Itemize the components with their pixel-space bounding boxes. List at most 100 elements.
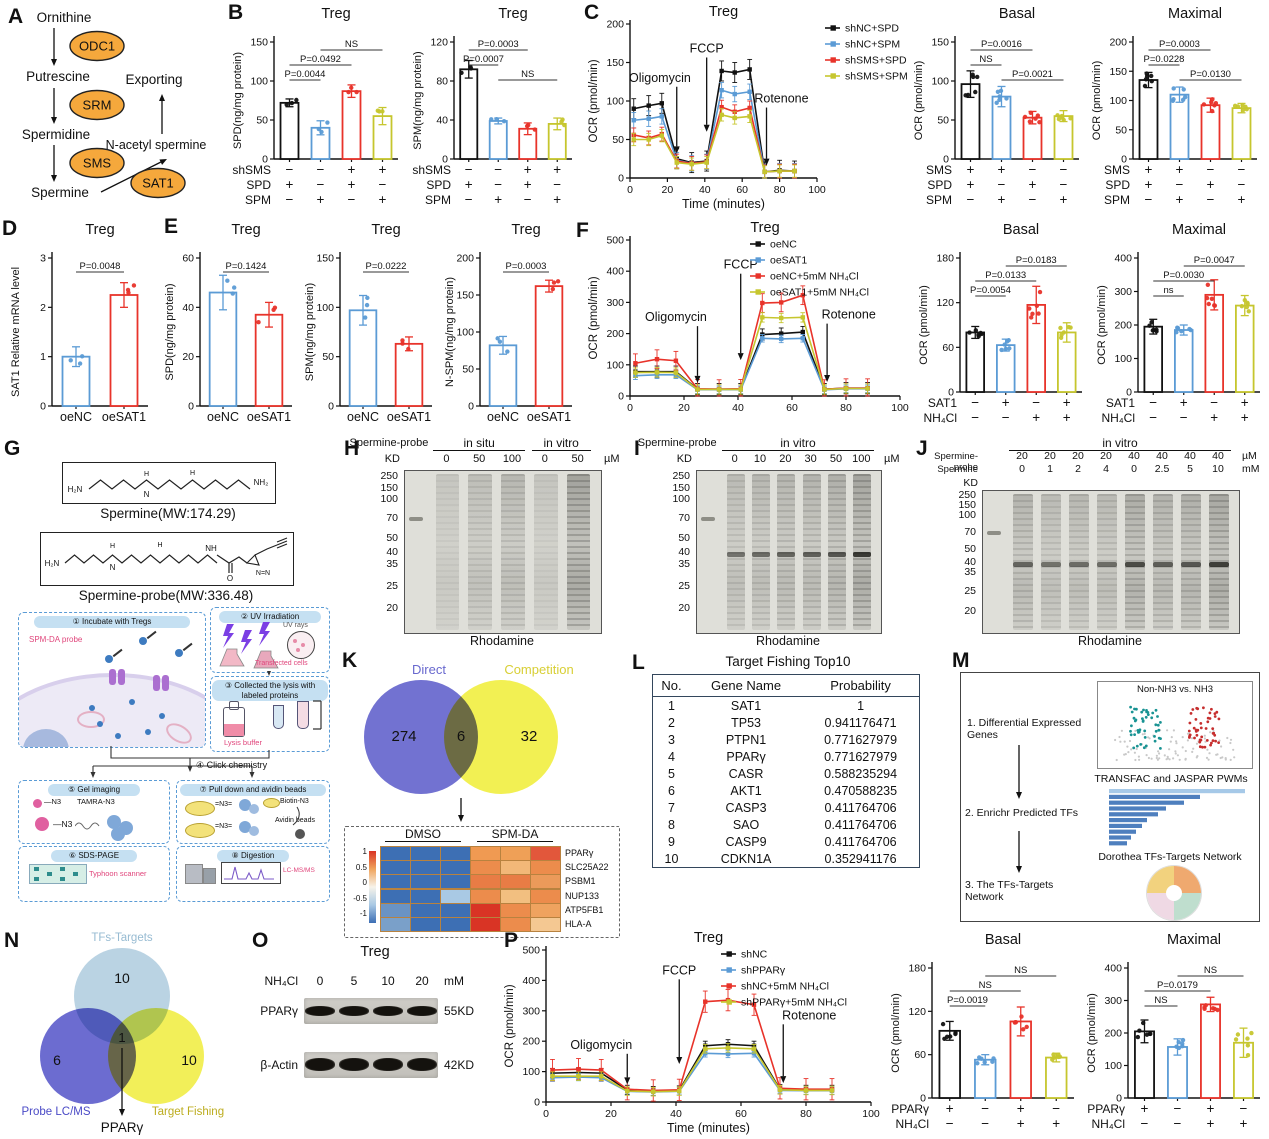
panel-C-basal: Basal 0 50 100 150 OCR (pmol/min) P=0.0021 NS P=…	[909, 2, 1087, 214]
svg-text:Treg: Treg	[498, 6, 527, 22]
venn-competition-count: 32	[520, 728, 538, 745]
sample-tube	[273, 705, 284, 729]
table-row: 3 PTPN1 0.771627979	[653, 731, 920, 748]
gel-kd-label: KD	[963, 477, 978, 489]
svg-text:Maximal: Maximal	[1167, 932, 1221, 948]
svg-text:Treg: Treg	[694, 930, 723, 946]
table-row: 6 AKT1 0.470588235	[653, 782, 920, 799]
gel-lane	[751, 474, 771, 630]
gel-marker-kd: 40	[678, 546, 690, 558]
gel-marker-kd: 250	[958, 489, 976, 501]
svg-text:−: −	[998, 177, 1006, 192]
svg-text:20: 20	[605, 1108, 617, 1120]
svg-text:200: 200	[606, 19, 624, 31]
svg-text:100: 100	[862, 1108, 880, 1120]
svg-text:P=0.0133: P=0.0133	[985, 270, 1026, 281]
svg-text:200: 200	[1104, 1028, 1122, 1040]
maximal-bar-chart-c: Maximal 0 50 100 150 200 OCR (pmol/min) P=0.013…	[1087, 2, 1265, 214]
svg-text:+: +	[317, 192, 325, 207]
svg-text:+: +	[967, 177, 975, 192]
panel-P: P Treg 0 100 200 300 400 500 0 20 40 60 80 100 OCR (p…	[500, 928, 885, 1138]
svg-text:0: 0	[262, 154, 268, 166]
panel-letter-C: C	[584, 1, 600, 24]
gel-lane	[1040, 493, 1062, 631]
svg-text:400: 400	[1104, 963, 1122, 975]
svg-text:Treg: Treg	[511, 222, 540, 238]
probe-dot	[107, 815, 121, 829]
lc-instrument	[185, 864, 203, 884]
heatmap-cell	[440, 917, 471, 932]
svg-text:−: −	[379, 177, 387, 192]
heatmap-cell	[530, 874, 561, 890]
nspm-oesat1-bar-chart: Treg 0 50 100 150 200 N-SPM(ng/mg protein) P=0.…	[440, 218, 580, 432]
svg-text:−: −	[1032, 395, 1040, 410]
gel-marker-kd: 35	[964, 566, 976, 578]
gel-unit-label: µM	[604, 453, 620, 465]
table-header-cell: Probability	[802, 674, 920, 697]
svg-text:+: +	[1207, 1116, 1215, 1131]
probe-workflow-schematic: H₂N N H H NH₂ Spermine(MW:174.29) H₂N N H H NH O N=N…	[4, 436, 334, 928]
gel-marker-kd: 70	[678, 512, 690, 524]
gel-marker-kd: 150	[958, 499, 976, 511]
panel-E: E Treg 0 20 40 60 SPD(ng/mg protein) P=0.1424 o…	[160, 216, 580, 432]
svg-text:+: +	[1238, 192, 1246, 207]
svg-text:+: +	[553, 192, 561, 207]
table-cell: 0.411764706	[824, 800, 897, 815]
blot-band	[373, 1058, 403, 1071]
svg-text:PPARγ: PPARγ	[1087, 1102, 1125, 1116]
gel-lane	[1124, 493, 1146, 631]
svg-text:oeNC+5mM NH₄Cl: oeNC+5mM NH₄Cl	[770, 271, 859, 283]
heatmap-scale-tick: -0.5	[353, 893, 367, 903]
table-cell: 5	[668, 766, 675, 781]
gel-band-40kd	[853, 551, 872, 557]
svg-text:−: −	[1176, 177, 1184, 192]
svg-text:shNC+5mM NH₄Cl: shNC+5mM NH₄Cl	[741, 981, 829, 993]
probe-dot	[159, 713, 166, 720]
svg-text:−: −	[1210, 395, 1218, 410]
table-cell: TP53	[731, 715, 761, 730]
CL-svg: Treg 0 50 100 150 200 0 20 40 60 80 100 OCR (pmol/mi…	[588, 4, 908, 211]
gel-lane-conc: 100	[852, 453, 871, 465]
gel-lane-conc: 0	[1019, 463, 1025, 475]
gel-band-40kd	[1040, 561, 1062, 567]
svg-text:100: 100	[606, 359, 624, 371]
polyamine-pathway-diagram: Ornithine ODC1 Putrescine SRM Spermidine SMS S…	[4, 6, 226, 212]
svg-text:120: 120	[908, 1006, 926, 1018]
gel-bottom-label: Rhodamine	[1078, 634, 1142, 648]
sat1-mrna-bar-chart: Treg 0 1 2 3 SAT1 Relative mRNA level P=0.0048…	[6, 218, 156, 432]
svg-text:NS: NS	[979, 980, 992, 991]
blot-dose: 20	[415, 974, 429, 988]
panel-letter-O: O	[252, 929, 269, 952]
labeled-tube	[297, 701, 309, 729]
svg-text:500: 500	[522, 945, 540, 957]
svg-text:+: +	[379, 192, 387, 207]
typhoon-scanner-label: Typhoon scanner	[89, 869, 147, 878]
gel-spot	[60, 877, 65, 881]
blot-band	[407, 1006, 437, 1016]
gel-lane-conc: 100	[502, 453, 522, 465]
svg-text:oeNC: oeNC	[207, 410, 239, 424]
gel-lane-conc: 40	[1184, 450, 1196, 462]
svg-text:60: 60	[914, 1049, 926, 1061]
probe-dot	[89, 705, 96, 712]
svg-text:+: +	[1180, 395, 1188, 410]
blot-band	[407, 1058, 437, 1071]
table-row: 5 CASR 0.588235294	[653, 765, 920, 782]
svg-text:P=0.0130: P=0.0130	[1190, 69, 1231, 80]
gel-lane-conc: 2.5	[1154, 463, 1170, 475]
panel-J: J in vitro Spermine-probe 20 20 20 20 40 40 40 40…	[912, 436, 1268, 650]
svg-text:SPD: SPD	[246, 178, 271, 192]
svg-text:50: 50	[1115, 124, 1127, 136]
table-cell: 7	[668, 800, 675, 815]
svg-text:NH₄Cl: NH₄Cl	[1091, 1117, 1125, 1131]
svg-text:−: −	[1149, 410, 1157, 425]
venn-competition-circle	[444, 680, 558, 794]
svg-text:40: 40	[732, 402, 744, 414]
gel-lane-conc: 50	[571, 453, 584, 465]
svg-text:P=0.0183: P=0.0183	[1016, 255, 1057, 266]
svg-text:SAT1 Relative mRNA level: SAT1 Relative mRNA level	[10, 267, 22, 397]
table-header-row: No. Gene Name Probability	[652, 674, 920, 697]
svg-text:−: −	[524, 192, 532, 207]
svg-text:SRM: SRM	[83, 98, 112, 113]
svg-text:Oligomycin: Oligomycin	[629, 71, 691, 85]
